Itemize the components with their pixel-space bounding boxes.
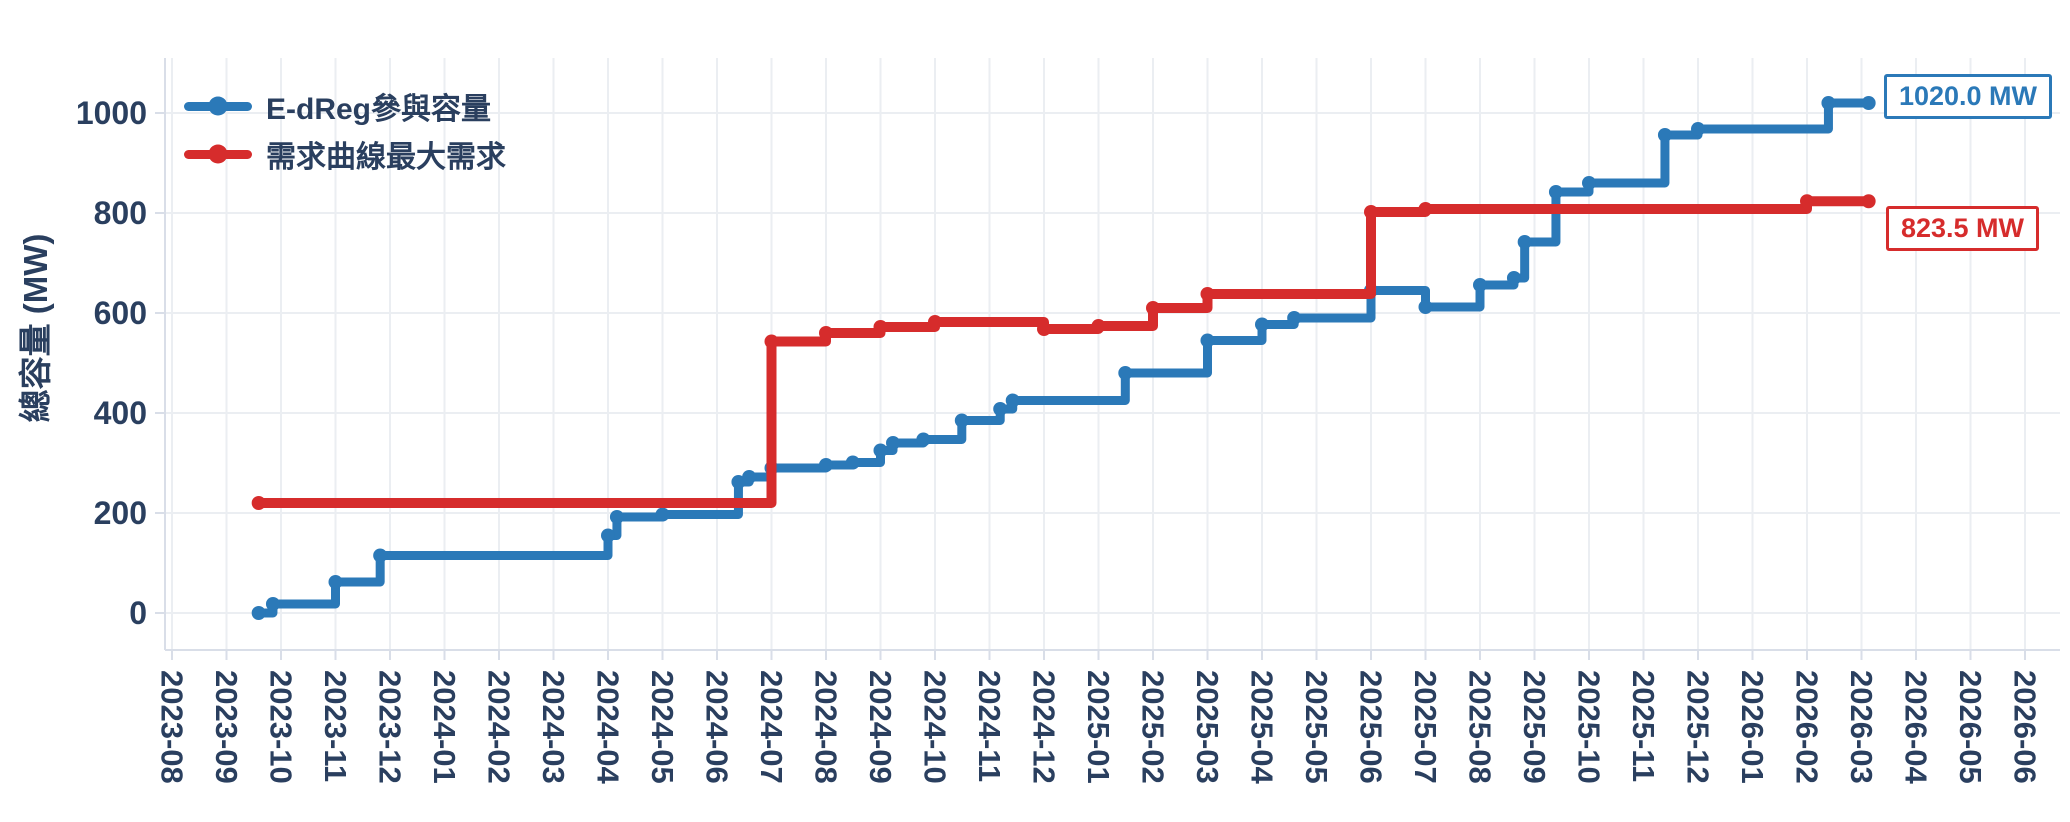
x-tick-label: 2025-11 [1626, 670, 1661, 782]
series-marker [1821, 96, 1836, 110]
y-tick-label: 200 [94, 495, 147, 531]
y-tick-label: 1000 [76, 95, 147, 131]
series-marker [251, 496, 266, 510]
series-marker [873, 320, 888, 334]
legend-label-edreg: E-dReg參與容量 [266, 93, 491, 126]
x-tick-label: 2023-11 [318, 670, 353, 782]
annotation-edreg-end-value: 1020.0 MW [1883, 74, 2052, 120]
legend-line-marker-icon [184, 101, 252, 111]
series-marker [819, 326, 833, 340]
x-tick-label: 2025-06 [1354, 670, 1389, 784]
series-marker [916, 432, 931, 447]
x-tick-label: 2024-08 [809, 670, 844, 784]
y-tick-label: 400 [94, 395, 147, 431]
x-tick-label: 2024-09 [863, 670, 898, 784]
legend: E-dReg參與容量 需求曲線最大需求 [184, 84, 506, 176]
series-marker [1146, 301, 1160, 315]
series-marker [993, 402, 1008, 416]
x-tick-label: 2025-07 [1408, 670, 1443, 784]
x-tick-label: 2024-02 [482, 670, 517, 784]
x-tick-label: 2025-02 [1136, 670, 1171, 784]
x-tick-label: 2026-06 [2008, 670, 2043, 784]
x-tick-label: 2024-06 [700, 670, 735, 784]
y-axis-title: 總容量 (MW) [17, 233, 54, 423]
x-tick-label: 2025-04 [1245, 670, 1280, 785]
x-tick-label: 2024-11 [972, 670, 1007, 782]
legend-item-demand[interactable]: 需求曲線最大需求 [184, 132, 506, 176]
x-tick-label: 2024-01 [427, 670, 462, 784]
legend-item-edreg[interactable]: E-dReg參與容量 [184, 84, 506, 128]
x-tick-label: 2025-09 [1517, 670, 1552, 784]
series-marker [1287, 311, 1302, 325]
series-marker [601, 528, 615, 543]
x-tick-label: 2025-10 [1572, 670, 1607, 784]
series-marker [1364, 205, 1378, 219]
x-tick-label: 2026-04 [1899, 670, 1934, 785]
series-marker [1005, 393, 1020, 408]
series-marker [1506, 271, 1521, 285]
y-tick-label: 800 [94, 195, 147, 231]
x-tick-label: 2024-05 [645, 670, 680, 784]
x-tick-label: 2023-10 [264, 670, 299, 784]
series-marker [731, 475, 746, 489]
x-tick-label: 2023-09 [209, 670, 244, 784]
series-marker [1037, 322, 1051, 336]
series-marker [1200, 287, 1215, 301]
series-marker [251, 606, 266, 620]
annotation-demand-end-value: 823.5 MW [1885, 206, 2039, 252]
series-marker [328, 575, 343, 589]
x-tick-label: 2023-12 [373, 670, 408, 784]
series-marker [373, 548, 388, 563]
x-tick-label: 2024-04 [591, 670, 626, 785]
series-marker [1473, 278, 1487, 292]
series-marker [1691, 122, 1705, 136]
series-marker [873, 443, 888, 458]
x-tick-label: 2025-05 [1299, 670, 1334, 784]
series-marker [1255, 317, 1269, 332]
x-tick-label: 2026-01 [1735, 670, 1770, 784]
series-marker [1800, 194, 1814, 209]
x-tick-label: 2026-02 [1790, 670, 1825, 784]
x-tick-label: 2024-10 [918, 670, 953, 784]
series-line-demand [253, 196, 1874, 508]
series-line-edreg [254, 98, 1874, 618]
series-marker [655, 507, 670, 522]
x-tick-label: 2025-12 [1681, 670, 1716, 784]
legend-label-demand: 需求曲線最大需求 [266, 141, 506, 174]
series-marker [764, 334, 779, 349]
series-marker [1548, 185, 1563, 199]
series-marker [886, 436, 901, 450]
series-marker [1418, 300, 1433, 314]
series-marker [742, 470, 757, 484]
x-tick-label: 2024-03 [536, 670, 571, 784]
series-marker [1517, 235, 1532, 249]
series-marker [1657, 128, 1672, 142]
series-marker [954, 413, 969, 428]
y-tick-label: 600 [94, 295, 147, 331]
series-marker [928, 315, 942, 329]
x-tick-label: 2023-08 [155, 670, 190, 784]
series-marker [609, 510, 624, 524]
series-marker [1582, 176, 1596, 190]
series-marker [819, 458, 833, 472]
series-marker [1861, 194, 1876, 209]
legend-line-marker-icon [184, 149, 252, 159]
x-tick-label: 2025-03 [1190, 670, 1225, 784]
x-tick-label: 2024-07 [754, 670, 789, 784]
x-tick-label: 2024-12 [1027, 670, 1062, 784]
series-marker [1200, 333, 1215, 348]
series-marker [1091, 319, 1106, 333]
x-tick-label: 2026-03 [1844, 670, 1879, 784]
x-tick-label: 2025-01 [1081, 670, 1116, 784]
series-marker [1418, 202, 1433, 216]
x-tick-label: 2025-08 [1463, 670, 1498, 784]
series-marker [845, 455, 860, 470]
y-tick-label: 0 [129, 595, 147, 631]
series-marker [265, 597, 280, 611]
x-tick-label: 2026-05 [1953, 670, 1988, 784]
series-marker [1861, 96, 1876, 110]
series-marker [1118, 366, 1133, 380]
